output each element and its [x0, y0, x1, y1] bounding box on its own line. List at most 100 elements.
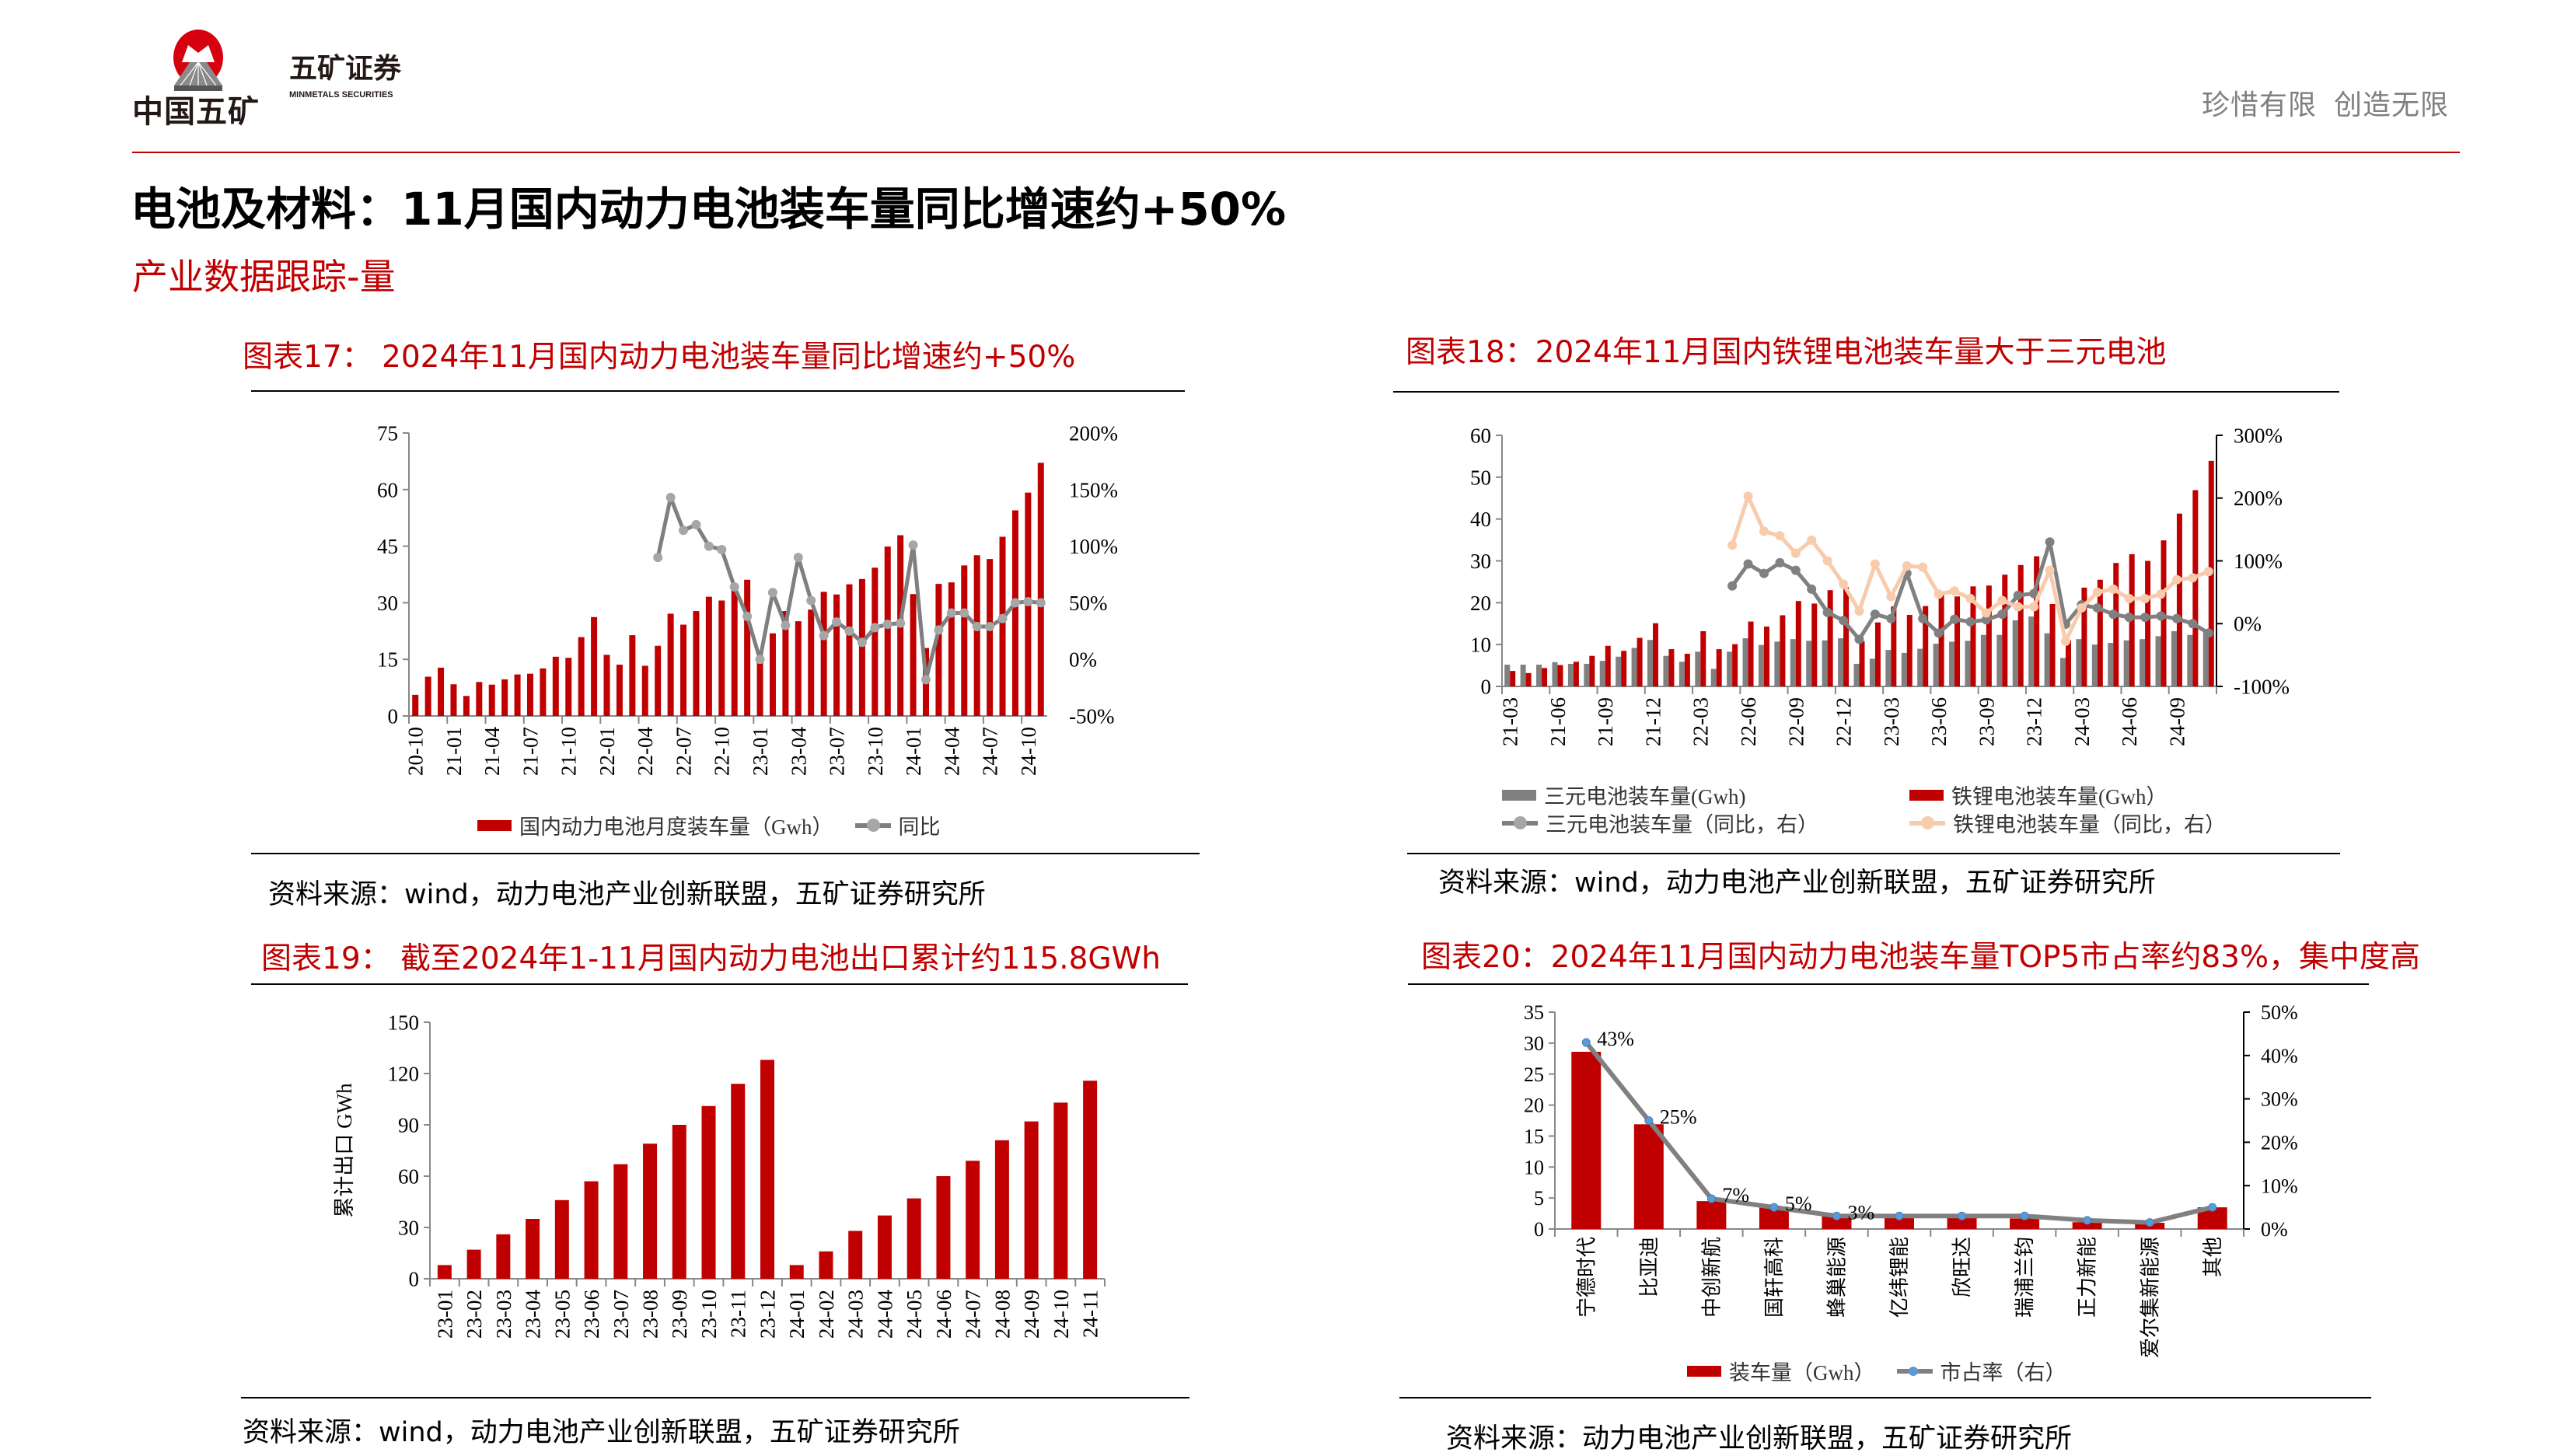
bar [1947, 1217, 1977, 1229]
bar [1633, 1124, 1664, 1229]
series-point [2140, 593, 2150, 603]
y-tick-label: 0 [409, 1267, 420, 1290]
series-point [1581, 1038, 1591, 1047]
bar [1980, 634, 1986, 686]
logo-text: 中国五矿 [132, 94, 260, 130]
bar [2049, 603, 2056, 686]
series-point [1832, 1211, 1841, 1220]
bar [496, 1234, 511, 1279]
x-tick-label: 22-09 [1784, 697, 1808, 746]
series-point [1997, 609, 2007, 620]
y-tick-label: 60 [398, 1164, 419, 1188]
bar [2034, 556, 2040, 686]
bar [1647, 640, 1654, 686]
bar [1678, 662, 1685, 686]
x-tick-label: 23-01 [749, 727, 772, 776]
series-point [2124, 613, 2134, 623]
bar [554, 1199, 569, 1279]
bar [2065, 640, 2071, 686]
bar [961, 565, 968, 716]
series-point [2203, 567, 2213, 577]
bar [1811, 603, 1818, 686]
bar [769, 633, 776, 716]
legend-swatch-line [1896, 1366, 1933, 1376]
bar [540, 668, 547, 716]
bar [641, 665, 648, 716]
bar [935, 584, 942, 716]
y-tick-label: 10 [1524, 1156, 1544, 1178]
bar [2202, 632, 2209, 686]
bar [731, 586, 738, 716]
series-point [857, 637, 867, 648]
figure-18-legend-row-1: 三元电池装车量(Gwh) 铁锂电池装车量(Gwh） [1502, 780, 2168, 810]
bar [603, 655, 610, 716]
bar [1716, 649, 1722, 686]
x-tick-label: 正力新能 [2077, 1237, 2099, 1318]
x-tick-label: 其他 [2202, 1237, 2224, 1277]
bar [613, 1164, 628, 1279]
bar [1838, 638, 1844, 686]
series-point [1918, 562, 1928, 572]
series-point [1743, 491, 1753, 501]
data-label: 7% [1722, 1184, 1749, 1206]
bar [1589, 655, 1595, 686]
x-tick-label: 宁德时代 [1575, 1237, 1598, 1318]
series-point [959, 608, 969, 618]
x-tick-label: 23-06 [1927, 697, 1951, 746]
bar [789, 1265, 804, 1279]
x-tick-label: 23-09 [1975, 697, 1998, 746]
bar [2145, 560, 2151, 686]
series-point [1822, 607, 1832, 617]
series-point [665, 492, 676, 502]
series-point [767, 588, 777, 598]
x-tick-label: 24-06 [932, 1290, 955, 1339]
bar [1584, 663, 1590, 686]
series-point [882, 620, 893, 630]
bar [1653, 623, 1659, 686]
y-tick-label: 150 [388, 1011, 420, 1034]
series-point [934, 625, 944, 635]
bar [2097, 579, 2103, 686]
bar [450, 684, 457, 716]
x-tick-label: 24-08 [990, 1290, 1014, 1339]
bar [906, 1198, 921, 1279]
x-tick-label: 21-10 [557, 727, 581, 776]
bar [1996, 634, 2003, 686]
series-point [2188, 573, 2198, 583]
x-tick-label: 23-08 [638, 1290, 662, 1339]
x-tick-label: 23-12 [2023, 697, 2046, 746]
x-tick-label: 23-05 [550, 1290, 574, 1339]
y-tick-label: 30 [377, 592, 398, 615]
bar [2028, 616, 2035, 686]
bar [424, 676, 431, 716]
series-point [2029, 588, 2039, 599]
x-tick-label: 23-10 [864, 727, 887, 776]
legend-swatch-line [854, 818, 891, 832]
x-tick-label: 24-10 [1017, 727, 1040, 776]
figure-18-legend-row-2: 三元电池装车量（同比，右） 铁锂电池装车量（同比，右） [1502, 808, 2226, 838]
series-point [819, 630, 829, 641]
bar [1557, 665, 1563, 686]
series-point [1981, 608, 1991, 618]
x-tick-label: 23-07 [610, 1290, 633, 1339]
bar [987, 559, 994, 716]
bar [2091, 644, 2098, 686]
y-tick-label: 15 [1524, 1126, 1544, 1148]
series-point [1886, 592, 1896, 602]
legend-label: 三元电池装车量(Gwh) [1544, 785, 1746, 808]
bar [1795, 601, 1801, 686]
y-tick-label: 0 [1534, 1218, 1544, 1241]
series-point [2077, 603, 2087, 613]
bar [731, 1084, 746, 1279]
legend-swatch-line [1502, 815, 1538, 829]
series-point [985, 621, 995, 631]
company-logo [165, 28, 232, 92]
bar [526, 1219, 540, 1279]
series-point [2156, 611, 2166, 621]
bar [488, 684, 495, 716]
x-tick-label: 欣旺达 [1951, 1237, 1974, 1297]
y-tick-label: 0 [388, 704, 399, 728]
bar [848, 1231, 863, 1279]
y-tick-label: 15 [377, 648, 398, 672]
